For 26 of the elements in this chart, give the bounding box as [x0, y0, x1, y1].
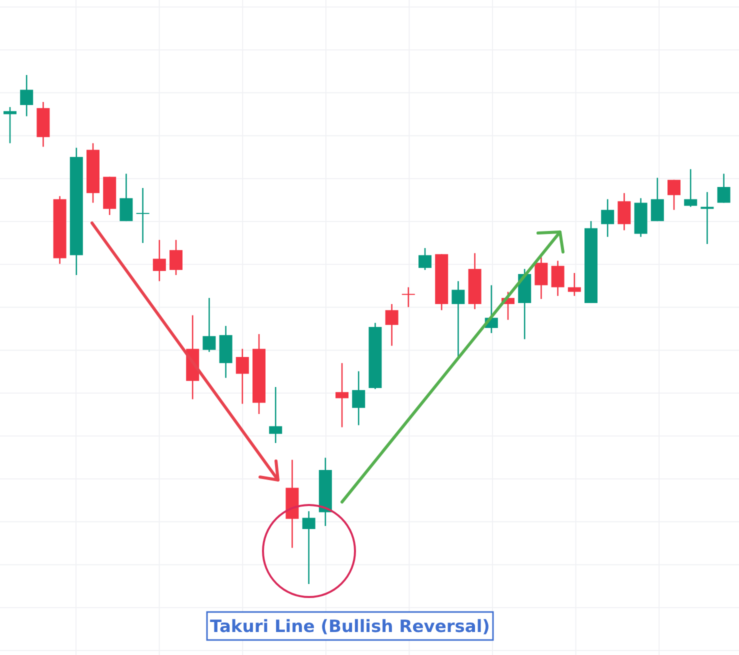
- candlestick: [4, 106, 16, 144]
- candlestick: [402, 286, 415, 308]
- text: Takuri Line (Bullish Reversal): [210, 617, 490, 637]
- candlestick: [568, 272, 581, 297]
- candlestick: [717, 173, 730, 204]
- candlestick: [152, 239, 166, 282]
- candlestick: [269, 386, 282, 444]
- candlestick: [120, 173, 133, 222]
- candlestick: [668, 179, 680, 211]
- candlestick: [336, 362, 348, 428]
- candlestick: [236, 348, 249, 404]
- candlestick: [418, 247, 432, 271]
- candlestick: [684, 168, 698, 208]
- candlestick: [650, 177, 664, 222]
- candlestick: [170, 239, 182, 276]
- candlestick: [352, 370, 366, 426]
- candlestick: [618, 192, 631, 231]
- candlestick: [302, 510, 316, 585]
- candlestick: [700, 191, 714, 245]
- candlestick: [601, 198, 614, 238]
- candlestick: [551, 260, 564, 297]
- candlestick: [534, 256, 548, 300]
- candlestick: [202, 297, 216, 353]
- candlestick: [136, 187, 150, 244]
- candlestick: [20, 74, 34, 117]
- candlestick: [385, 303, 398, 346]
